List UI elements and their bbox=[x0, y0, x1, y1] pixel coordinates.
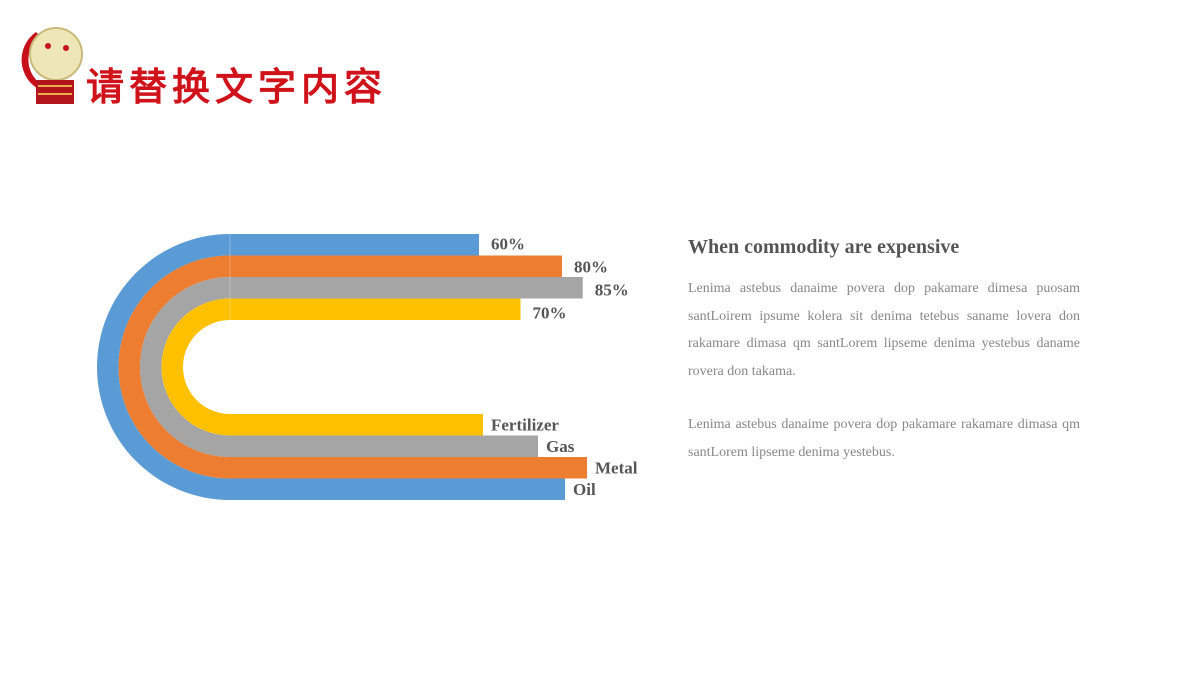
bar-lower bbox=[230, 478, 565, 500]
value-label: 60% bbox=[491, 235, 525, 254]
value-label: 70% bbox=[533, 304, 567, 323]
bar-lower bbox=[230, 457, 587, 479]
value-label: 85% bbox=[595, 281, 629, 300]
category-label: Fertilizer bbox=[491, 416, 559, 435]
logo bbox=[21, 27, 83, 104]
ring-arc bbox=[118, 255, 230, 479]
bar-lower bbox=[230, 414, 483, 436]
category-label: Gas bbox=[546, 437, 575, 456]
ring-arc bbox=[161, 298, 230, 436]
bar bbox=[230, 298, 521, 320]
bar bbox=[230, 255, 562, 277]
ring-arc bbox=[97, 234, 230, 500]
paragraph: Lenima astebus danaime povera dop pakama… bbox=[688, 281, 1080, 379]
bar-lower bbox=[230, 435, 538, 457]
heading: When commodity are expensive bbox=[688, 236, 960, 258]
category-label: Oil bbox=[573, 480, 596, 499]
category-label: Metal bbox=[595, 459, 638, 478]
text-block: When commodity are expensive Lenima aste… bbox=[688, 236, 1080, 492]
bar bbox=[230, 277, 583, 299]
chart: 60% Oil 80% Metal 85% Gas 70% Fertilizer bbox=[97, 234, 638, 500]
title: 请替换文字内容 bbox=[86, 65, 388, 109]
paragraph: Lenima astebus danaime povera dop pakama… bbox=[688, 417, 1080, 460]
bar bbox=[230, 234, 479, 256]
value-label: 80% bbox=[574, 258, 608, 277]
ring-arc bbox=[140, 277, 230, 457]
